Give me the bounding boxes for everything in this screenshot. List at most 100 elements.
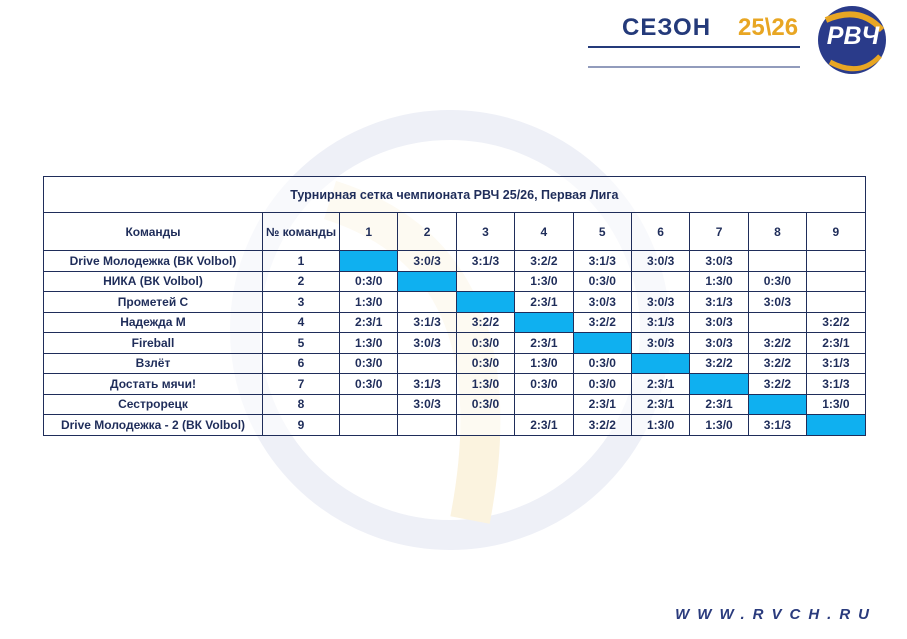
match-result: 1:3/0 [689, 270, 749, 292]
match-result [455, 270, 516, 292]
team-number: 4 [262, 311, 340, 333]
match-result: 3:2/2 [572, 414, 632, 436]
match-result: 3:1/3 [455, 250, 516, 272]
column-header: 5 [572, 212, 632, 251]
team-name: Сестрорецк [43, 393, 263, 415]
match-result [630, 352, 691, 374]
match-result: 3:0/3 [630, 291, 691, 313]
season-year: 25\26 [738, 14, 799, 41]
team-row: Прометей С 3 1:3/0 2:3/1 3:0/3 3:0/3 3:1/3 3:0/… [43, 291, 866, 313]
match-result [397, 291, 457, 313]
match-result [747, 393, 808, 415]
match-result: 1:3/0 [806, 393, 866, 415]
match-result: 3:1/3 [630, 311, 691, 333]
header-row: Команды № команды 1 2 3 4 5 6 7 8 9 [43, 212, 866, 251]
match-result: 3:2/2 [514, 250, 574, 272]
match-result: 3:1/3 [806, 373, 866, 395]
match-result: 3:1/3 [689, 291, 749, 313]
match-result: 2:3/1 [514, 291, 574, 313]
team-row: Достать мячи! 7 0:3/0 3:1/3 1:3/0 0:3/0 0:3/0 2… [43, 373, 866, 395]
team-name: Надежда М [43, 311, 263, 333]
match-result [806, 250, 866, 272]
team-name: Drive Молодежка (ВК Volbol) [43, 250, 263, 272]
match-result: 1:3/0 [514, 352, 574, 374]
column-header: 6 [630, 212, 691, 251]
match-result: 3:2/2 [806, 311, 866, 333]
match-result [689, 373, 749, 395]
logo-text: РВЧ [826, 22, 880, 50]
team-row: Drive Молодежка - 2 (ВК Volbol) 9 2:3/1 3:2… [43, 414, 866, 436]
match-result: 3:2/2 [747, 332, 808, 354]
match-result [338, 250, 399, 272]
match-result [747, 311, 808, 333]
tournament-table: Турнирная сетка чемпионата РВЧ 25/26, Пе… [43, 176, 866, 436]
match-result: 3:0/3 [630, 332, 691, 354]
match-result: 0:3/0 [455, 393, 516, 415]
match-result: 3:1/3 [747, 414, 808, 436]
team-name: Взлёт [43, 352, 263, 374]
match-result: 3:0/3 [689, 250, 749, 272]
team-name: НИКА (ВК Volbol) [43, 270, 263, 292]
match-result: 3:0/3 [397, 332, 457, 354]
website: WWW.RVCH.RU [675, 606, 877, 623]
match-result [338, 393, 399, 415]
table-title: Турнирная сетка чемпионата РВЧ 25/26, Пе… [43, 176, 866, 213]
column-header: 3 [455, 212, 516, 251]
team-row: НИКА (ВК Volbol) 2 0:3/0 1:3/0 0:3/0 1:3/0 0:3… [43, 270, 866, 292]
match-result: 3:2/2 [455, 311, 516, 333]
column-header: 7 [689, 212, 749, 251]
match-result: 2:3/1 [514, 414, 574, 436]
match-result: 3:2/2 [747, 352, 808, 374]
match-result: 0:3/0 [572, 270, 632, 292]
match-result: 3:1/3 [572, 250, 632, 272]
team-number: 7 [262, 373, 340, 395]
match-result: 2:3/1 [572, 393, 632, 415]
match-result: 1:3/0 [689, 414, 749, 436]
match-result [514, 311, 574, 333]
match-result: 3:1/3 [806, 352, 866, 374]
match-result [397, 352, 457, 374]
match-result [806, 291, 866, 313]
team-number: 6 [262, 352, 340, 374]
match-result: 0:3/0 [338, 352, 399, 374]
logo-swoosh [824, 11, 885, 33]
team-name: Прометей С [43, 291, 263, 313]
column-header: 4 [514, 212, 574, 251]
match-result: 3:0/3 [689, 311, 749, 333]
column-header: 9 [806, 212, 866, 251]
match-result [630, 270, 691, 292]
match-result: 1:3/0 [630, 414, 691, 436]
match-result [455, 291, 516, 313]
match-result: 2:3/1 [630, 373, 691, 395]
match-result [806, 270, 866, 292]
column-header: 1 [338, 212, 399, 251]
team-name: Достать мячи! [43, 373, 263, 395]
match-result: 3:0/3 [572, 291, 632, 313]
match-result: 1:3/0 [514, 270, 574, 292]
match-result [455, 414, 516, 436]
match-result: 3:2/2 [747, 373, 808, 395]
match-result: 2:3/1 [514, 332, 574, 354]
match-result [514, 393, 574, 415]
match-result: 3:0/3 [689, 332, 749, 354]
team-number: 5 [262, 332, 340, 354]
match-result: 3:1/3 [397, 373, 457, 395]
match-result: 1:3/0 [455, 373, 516, 395]
match-result: 2:3/1 [806, 332, 866, 354]
match-result: 1:3/0 [338, 332, 399, 354]
match-result: 0:3/0 [338, 373, 399, 395]
match-result: 1:3/0 [338, 291, 399, 313]
column-header: Команды [43, 212, 263, 251]
match-result: 2:3/1 [338, 311, 399, 333]
team-row: Drive Молодежка (ВК Volbol) 1 3:0/3 3:1/3 3:… [43, 250, 866, 272]
match-result: 0:3/0 [455, 332, 516, 354]
season-label: СЕЗОН [622, 14, 712, 41]
match-result: 0:3/0 [747, 270, 808, 292]
team-row: Надежда М 4 2:3/1 3:1/3 3:2/2 3:2/2 3:1/3 3:0/3… [43, 311, 866, 333]
team-number: 1 [262, 250, 340, 272]
team-number: 9 [262, 414, 340, 436]
match-result: 0:3/0 [572, 352, 632, 374]
team-number: 2 [262, 270, 340, 292]
